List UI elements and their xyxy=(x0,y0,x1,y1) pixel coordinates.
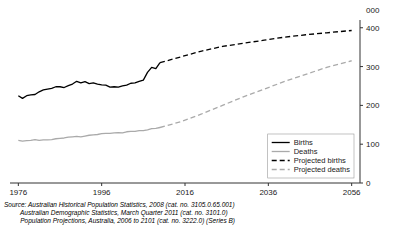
x-tick xyxy=(18,183,19,186)
y-tick-label: 400 xyxy=(366,24,380,33)
legend-frame xyxy=(268,134,354,178)
legend: BirthsDeathsProjected birthsProjected de… xyxy=(268,134,354,178)
y-tick xyxy=(360,105,363,106)
legend-label: Deaths xyxy=(294,147,318,156)
x-tick-label: 1996 xyxy=(93,188,111,197)
legend-label: Births xyxy=(294,138,313,147)
series-line xyxy=(18,128,160,142)
y-tick xyxy=(360,27,363,28)
legend-label: Projected births xyxy=(294,156,346,165)
y-tick-label: 100 xyxy=(366,140,380,149)
x-tick xyxy=(351,183,352,186)
legend-handle xyxy=(272,151,290,152)
y-tick xyxy=(360,183,363,184)
source-note: Source: Australian Historical Population… xyxy=(4,201,235,209)
plot-lines xyxy=(18,30,351,141)
y-tick-label: 300 xyxy=(366,63,380,72)
y-axis-line xyxy=(360,20,361,183)
series-line xyxy=(160,61,352,128)
x-tick-label: 1976 xyxy=(9,188,27,197)
y-tick xyxy=(360,144,363,145)
chart: 1976 1996 2016 2036 2056 0 100 200 300 400 000 Birt… xyxy=(0,0,397,227)
legend-label: Projected deaths xyxy=(294,165,351,174)
source-note: Australian Demographic Statistics, March… xyxy=(4,209,228,217)
source-note: Population Projections, Australia, 2006 … xyxy=(4,217,235,225)
y-axis-label: 000 xyxy=(366,6,380,15)
y-tick xyxy=(360,66,363,67)
x-tick-label: 2056 xyxy=(343,188,361,197)
legend-handle xyxy=(272,160,290,161)
x-tick xyxy=(268,183,269,186)
legend-handle xyxy=(272,142,290,143)
x-tick xyxy=(101,183,102,186)
series-line xyxy=(160,30,352,62)
legend-handle xyxy=(272,169,290,170)
x-tick xyxy=(185,183,186,186)
series-line xyxy=(18,63,160,99)
y-tick-label: 200 xyxy=(366,101,380,110)
x-tick-label: 2036 xyxy=(259,188,277,197)
y-tick-label: 0 xyxy=(366,179,371,188)
x-tick-label: 2016 xyxy=(176,188,194,197)
